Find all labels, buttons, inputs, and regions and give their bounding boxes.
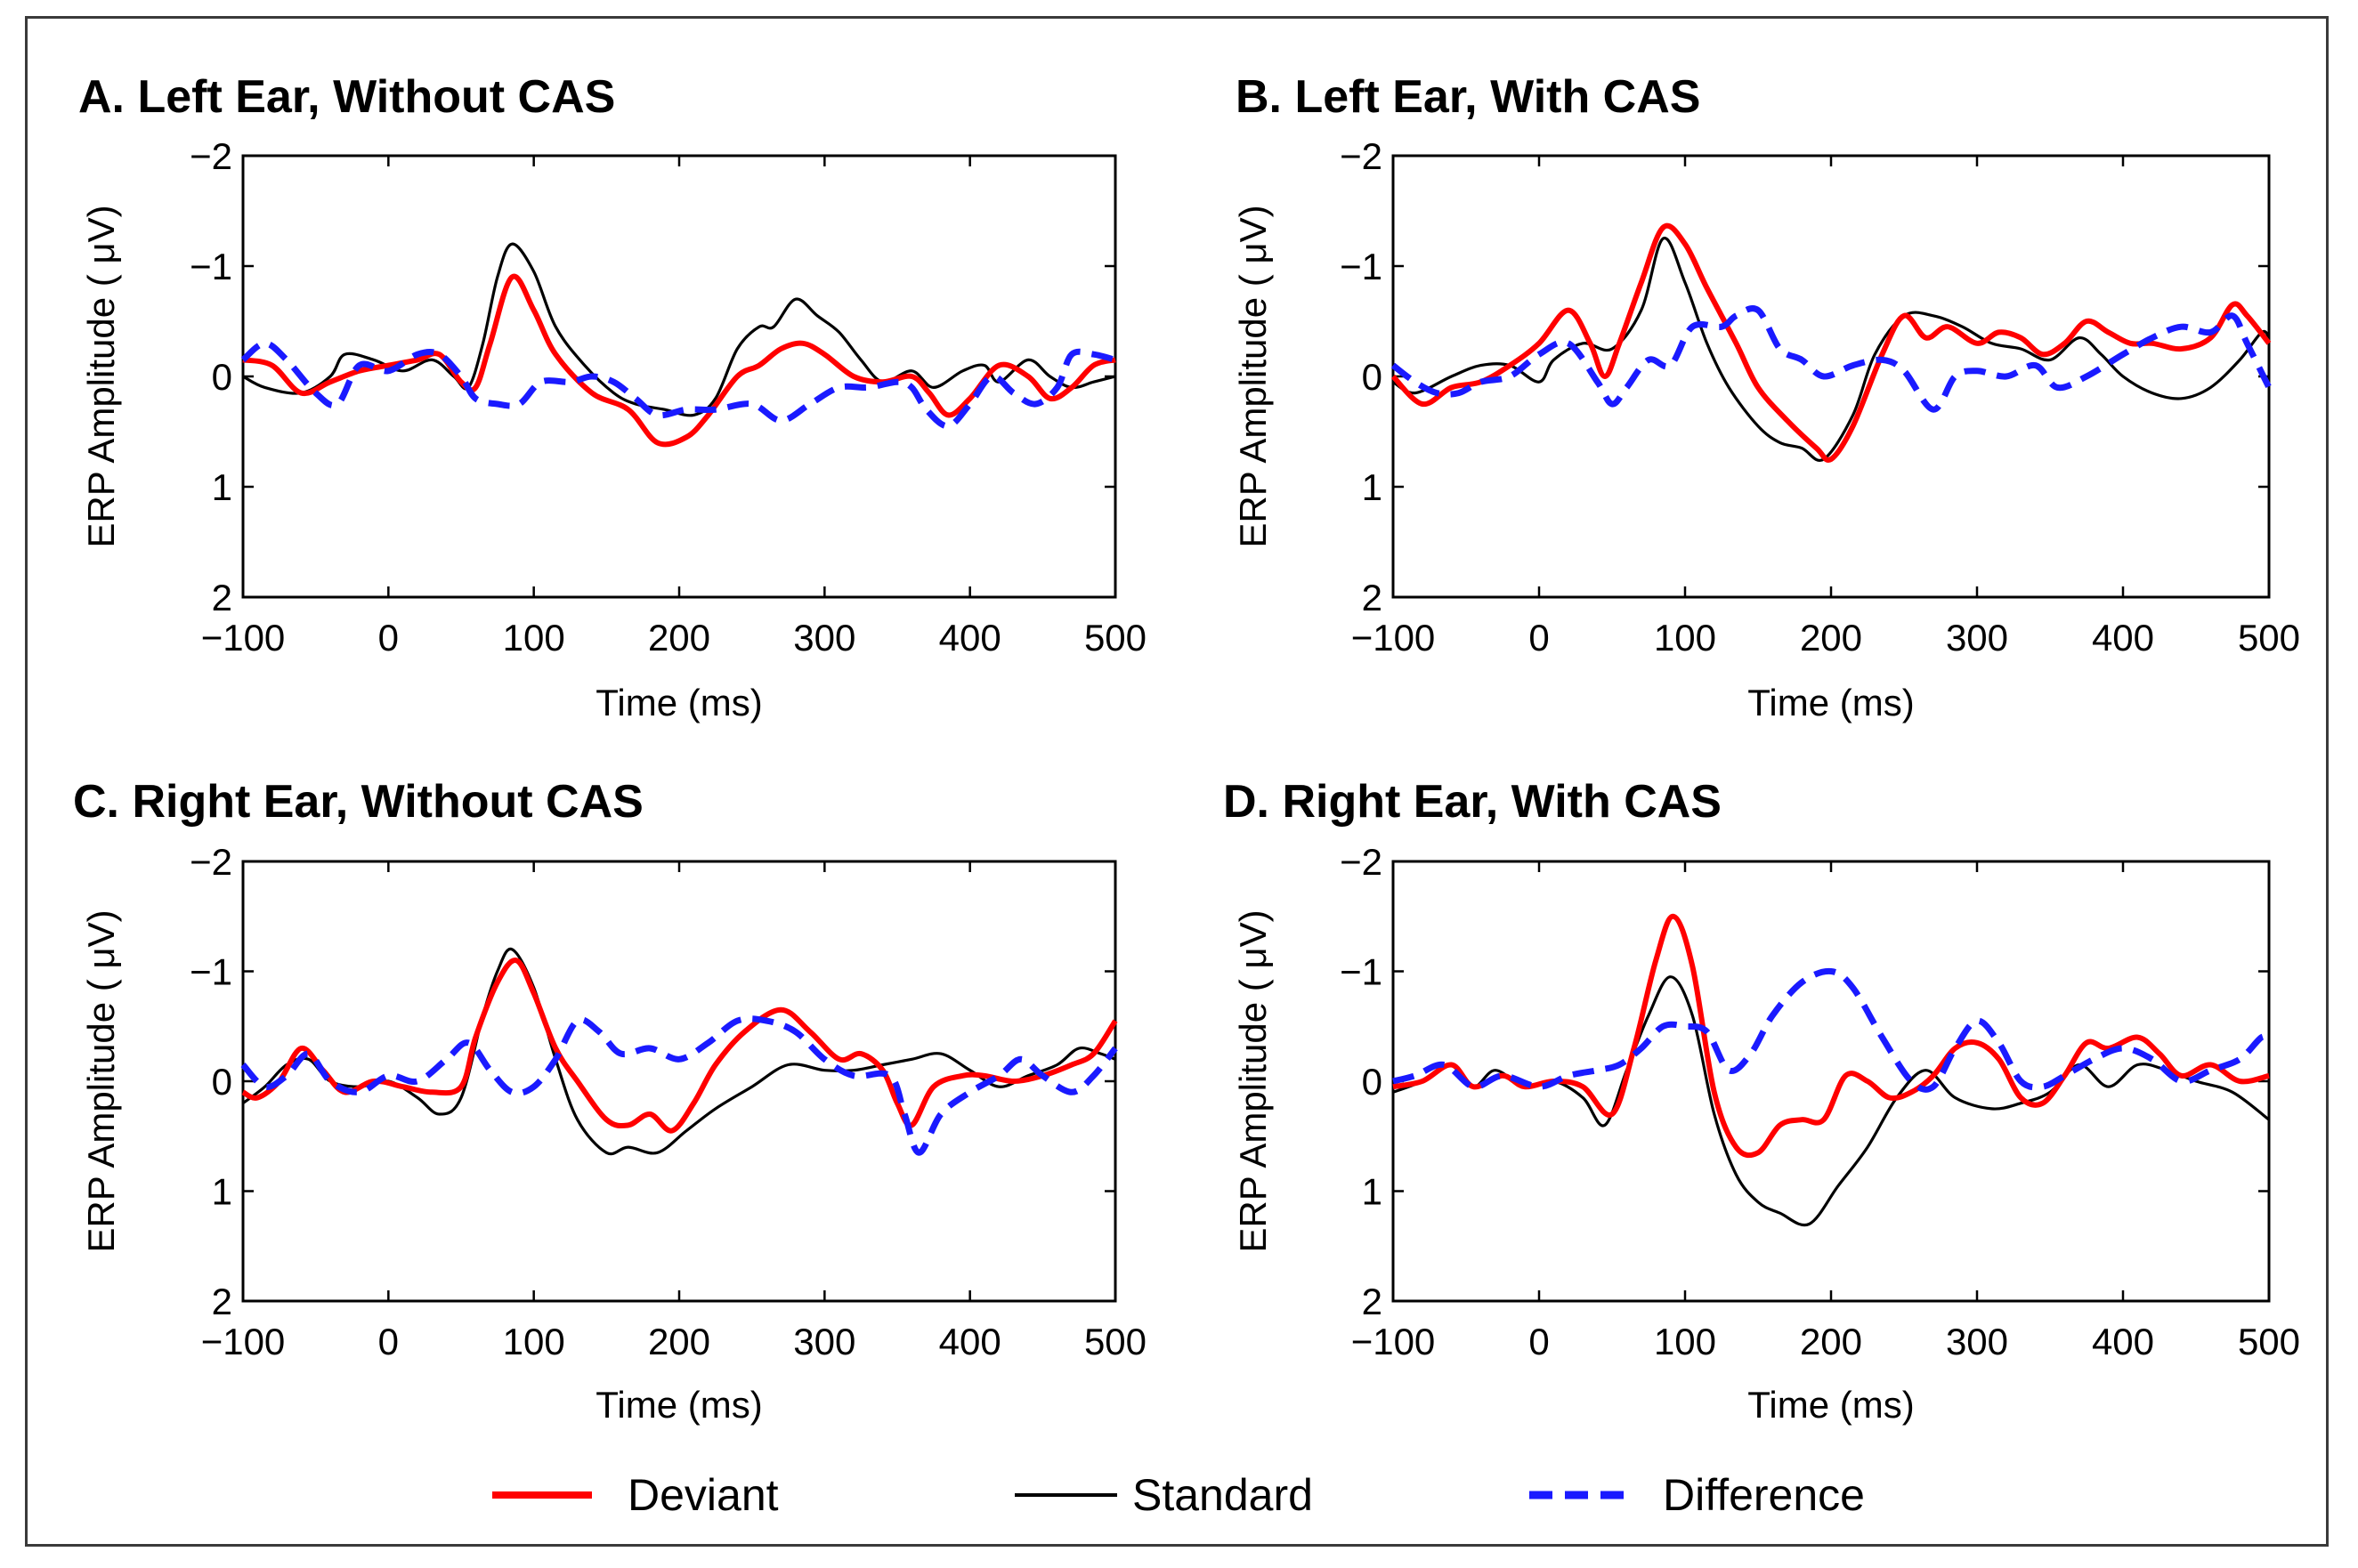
panel-d-xtick-label: 100 <box>1654 1321 1716 1362</box>
panel-b-marks: −100 0 100 200 300 400 500 −2 −1 0 1 2 <box>1340 135 2300 659</box>
panel-c-title: C. Right Ear, Without CAS <box>73 776 644 828</box>
panel-c-ytick-label: 2 <box>212 1281 232 1322</box>
panel-d-ytick-label: 1 <box>1362 1171 1382 1213</box>
panel-c-ytick-label: 0 <box>212 1061 232 1103</box>
panel-c-ytick-label: −1 <box>190 951 232 993</box>
panel-a-marks: −100 0 100 200 300 400 500 −2 −1 0 1 2 <box>190 135 1147 659</box>
panel-c-xlabel: Time (ms) <box>596 1384 762 1426</box>
panel-a-title: A. Left Ear, Without CAS <box>78 71 615 123</box>
panel-c-ytick-label: −2 <box>190 841 232 883</box>
panel-d-series-difference <box>1392 967 2272 1093</box>
panel-c-ylabel: ERP Amplitude ( μV) <box>80 909 122 1252</box>
panel-a-series-difference <box>240 340 1116 430</box>
panel-b-xlabel: Time (ms) <box>1747 682 1914 723</box>
panel-b-ytick-label: −2 <box>1340 135 1382 177</box>
panel-a-series-standard <box>242 242 1116 417</box>
legend-label-difference: Difference <box>1663 1470 1865 1520</box>
panel-c-marks: −100 0 100 200 300 400 500 −2 −1 0 1 2 <box>190 841 1147 1362</box>
panel-b-ylabel: ERP Amplitude ( μV) <box>1232 205 1274 547</box>
panel-c-xtick-label: 100 <box>503 1321 565 1362</box>
panel-a-ylabel: ERP Amplitude ( μV) <box>80 205 122 547</box>
panel-c-series-difference <box>240 1015 1118 1156</box>
panel-d-xtick-label: 0 <box>1528 1321 1549 1362</box>
panel-d-ytick-label: −1 <box>1340 951 1382 993</box>
panel-b-ytick-label: 1 <box>1362 466 1382 508</box>
panel-b-xtick-label: 500 <box>2238 617 2300 659</box>
panel-a-xtick-label: 0 <box>378 617 399 659</box>
panel-c-xtick-label: 400 <box>939 1321 1001 1362</box>
panel-d-xtick-label: 400 <box>2092 1321 2154 1362</box>
panel-b-series-standard <box>1392 237 2271 462</box>
panel-b-xtick-label: 200 <box>1800 617 1862 659</box>
panel-d-marks: −100 0 100 200 300 400 500 −2 −1 0 1 2 <box>1340 841 2300 1362</box>
panel-d-title: D. Right Ear, With CAS <box>1223 776 1722 828</box>
panel-a-ytick-label: 0 <box>212 356 232 398</box>
panel-a-xtick-label: 200 <box>648 617 710 659</box>
panel-a-ytick-label: −2 <box>190 135 232 177</box>
panel-c-xtick-label: 500 <box>1084 1321 1147 1362</box>
panel-c-xtick-label: 200 <box>648 1321 710 1362</box>
panel-d-series-deviant <box>1392 913 2270 1159</box>
panel-d-xtick-label: 500 <box>2238 1321 2300 1362</box>
panel-a-xtick-label: 400 <box>939 617 1001 659</box>
panel-d-ytick-label: −2 <box>1340 841 1382 883</box>
panel-d-xlabel: Time (ms) <box>1747 1384 1914 1426</box>
panel-a: A. Left Ear, Without CAS −100 0 100 200 300 4… <box>78 71 1147 723</box>
panel-c-xtick-label: 0 <box>378 1321 399 1362</box>
legend-label-deviant: Deviant <box>628 1470 779 1520</box>
panel-b: B. Left Ear, With CAS −100 0 100 200 300 400 5… <box>1232 71 2300 723</box>
panel-b-series-difference <box>1390 305 2273 413</box>
panel-a-xtick-label: 500 <box>1084 617 1147 659</box>
panel-b-series-deviant <box>1390 222 2272 463</box>
panel-a-ytick-label: 1 <box>212 466 232 508</box>
panel-d-ylabel: ERP Amplitude ( μV) <box>1232 909 1274 1252</box>
panel-b-xtick-label: 400 <box>2092 617 2154 659</box>
panel-b-xtick-label: 300 <box>1946 617 2008 659</box>
legend: Deviant Standard Difference <box>492 1470 1865 1520</box>
panel-b-xtick-label: 100 <box>1654 617 1716 659</box>
panel-a-xtick-label: −100 <box>201 617 286 659</box>
panel-a-ytick-label: −1 <box>190 246 232 287</box>
panel-a-xlabel: Time (ms) <box>596 682 762 723</box>
figure-frame <box>25 16 2329 1547</box>
panel-a-series-deviant <box>242 273 1116 448</box>
panel-d-xtick-label: 200 <box>1800 1321 1862 1362</box>
panel-a-xtick-label: 300 <box>793 617 855 659</box>
panel-a-ytick-label: 2 <box>212 577 232 618</box>
panel-b-title: B. Left Ear, With CAS <box>1236 71 1700 123</box>
panel-c-xtick-label: 300 <box>793 1321 855 1362</box>
panel-a-xtick-label: 100 <box>503 617 565 659</box>
legend-label-standard: Standard <box>1132 1470 1313 1520</box>
panel-c-series-deviant <box>241 958 1118 1134</box>
panel-d: D. Right Ear, With CAS −100 0 100 200 300 400… <box>1223 776 2300 1426</box>
panel-d-xtick-label: 300 <box>1946 1321 2008 1362</box>
panel-b-xtick-label: −100 <box>1351 617 1436 659</box>
panel-c: C. Right Ear, Without CAS −100 0 100 200 300… <box>73 776 1147 1426</box>
panel-b-ytick-label: 0 <box>1362 356 1382 398</box>
panel-c-xtick-label: −100 <box>201 1321 286 1362</box>
panel-c-ytick-label: 1 <box>212 1171 232 1213</box>
panel-d-ytick-label: 0 <box>1362 1061 1382 1103</box>
panel-b-ytick-label: 2 <box>1362 577 1382 618</box>
panel-b-ytick-label: −1 <box>1340 246 1382 287</box>
panel-b-xtick-label: 0 <box>1528 617 1549 659</box>
panel-d-ytick-label: 2 <box>1362 1281 1382 1322</box>
panel-d-xtick-label: −100 <box>1351 1321 1436 1362</box>
